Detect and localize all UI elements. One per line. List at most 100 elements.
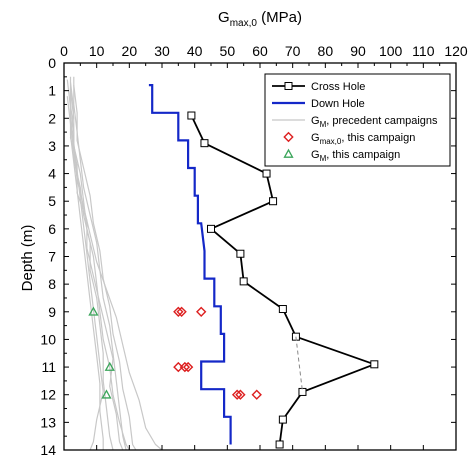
x-tick-label: 70 — [285, 43, 301, 59]
legend-label-main: Down Hole — [311, 98, 365, 110]
axes: 0 10 20 30 40 50 60 70 80 90 100 110 120012345678910… — [40, 43, 467, 458]
cross-hole-segment — [243, 280, 284, 310]
cross-hole-segment — [204, 142, 267, 175]
cross-hole-marker — [278, 305, 287, 314]
legend-label-rest: , this campaign — [341, 132, 415, 144]
y-tick-label: 13 — [40, 414, 56, 430]
precedent-campaign-line — [69, 87, 104, 451]
svg-text:Gmax,0 (MPa): Gmax,0 (MPa) — [218, 9, 302, 29]
x-axis-title: Gmax,0 (MPa) — [218, 9, 302, 29]
legend-label: Down Hole — [311, 98, 365, 110]
precedent-campaign-line — [69, 90, 130, 451]
gm-this-campaign-point — [104, 361, 115, 371]
x-axis-title-unit: (MPa) — [257, 9, 302, 26]
y-tick-label: 10 — [40, 331, 56, 347]
gmax0-this-campaign-point — [231, 389, 243, 400]
cross-hole-marker — [269, 197, 278, 206]
legend-label-sub: max,0 — [320, 137, 342, 146]
legend-swatch-triangle — [283, 148, 294, 158]
cross-hole-dashed-connector — [295, 336, 303, 392]
cross-hole-segment — [210, 228, 241, 255]
x-tick-label: 20 — [122, 43, 138, 59]
cross-hole-segment — [239, 253, 245, 282]
legend-swatch-square — [284, 82, 293, 90]
cross-hole-segment — [278, 419, 284, 445]
y-tick-label: 14 — [40, 442, 56, 458]
down-hole-line — [148, 83, 232, 445]
cross-hole-marker — [262, 169, 271, 178]
x-axis-title-main: G — [218, 9, 230, 26]
precedent-campaign-line — [69, 82, 124, 451]
legend-label-main: Cross Hole — [311, 81, 365, 93]
legend-label: Cross Hole — [311, 81, 365, 93]
y-tick-label: 1 — [48, 83, 56, 99]
cross-hole-segment — [295, 335, 375, 366]
cross-hole-series — [187, 111, 379, 449]
gmax0-this-campaign-point — [182, 361, 194, 373]
y-tick-label: 8 — [48, 276, 56, 292]
x-tick-label: 100 — [379, 43, 403, 59]
legend-label: GM, this campaign — [311, 149, 400, 163]
x-tick-label: 40 — [187, 43, 203, 59]
legend-label-sub: M — [320, 154, 327, 163]
precedent-campaign-line — [66, 96, 163, 451]
cross-hole-segment — [210, 200, 274, 230]
y-tick-label: 0 — [48, 55, 56, 71]
gm-this-campaign-point — [88, 306, 99, 316]
cross-hole-segment — [190, 115, 206, 144]
x-tick-label: 120 — [444, 43, 468, 59]
legend-label-rest: , this campaign — [326, 149, 400, 161]
cross-hole-marker — [239, 277, 248, 286]
x-tick-label: 0 — [60, 43, 68, 59]
x-axis-title-sub: max,0 — [230, 18, 258, 29]
y-tick-label: 12 — [40, 387, 56, 403]
y-axis-title: Depth (m) — [19, 225, 36, 292]
legend-label-sub: M — [320, 120, 327, 129]
x-tick-label: 50 — [220, 43, 236, 59]
y-tick-label: 9 — [48, 304, 56, 320]
x-tick-label: 60 — [252, 43, 268, 59]
cross-hole-marker — [207, 224, 215, 233]
y-tick-label: 5 — [48, 193, 56, 209]
y-tick-label: 7 — [48, 249, 56, 265]
gmax0-this-campaign-point — [179, 361, 191, 373]
legend-label: Gmax,0, this campaign — [311, 132, 415, 146]
cross-hole-marker — [370, 360, 379, 369]
cross-hole-marker — [298, 387, 307, 396]
y-tick-label: 6 — [48, 221, 56, 237]
gmax0-this-campaign-point — [196, 306, 207, 317]
cross-hole-segment — [282, 391, 304, 421]
x-tick-label: 110 — [412, 43, 435, 59]
x-tick-label: 30 — [154, 43, 170, 59]
x-tick-label: 90 — [350, 43, 366, 59]
gmax0-this-campaign-point — [176, 306, 187, 317]
gm-this-campaign-point — [101, 389, 112, 399]
precedent-campaign-line — [66, 79, 104, 450]
gmax0-this-campaign-point — [251, 389, 262, 400]
down-hole-series — [148, 83, 232, 445]
cross-hole-segment — [282, 308, 297, 338]
legend-label-main: G — [311, 132, 320, 144]
legend-label-main: G — [311, 115, 320, 127]
y-tick-label: 11 — [41, 359, 56, 375]
y-tick-label: 3 — [48, 138, 56, 154]
x-tick-label: 10 — [89, 43, 105, 59]
cross-hole-marker — [278, 415, 287, 424]
gmax0-this-campaign-point — [235, 389, 246, 400]
cross-hole-segment — [265, 173, 274, 202]
cross-hole-segment — [302, 363, 375, 393]
cross-hole-marker — [200, 139, 209, 148]
legend-label: GM, precedent campaigns — [311, 115, 438, 129]
y-tick-label: 4 — [48, 166, 56, 182]
scatter-points — [88, 306, 262, 400]
precedent-campaign-lines — [66, 76, 163, 451]
x-tick-label: 80 — [318, 43, 334, 59]
legend-label-rest: , precedent campaigns — [326, 115, 438, 127]
cross-hole-marker — [236, 249, 245, 258]
y-tick-label: 2 — [48, 110, 56, 126]
gmax0-this-campaign-point — [173, 306, 184, 317]
cross-hole-marker — [187, 111, 196, 120]
cross-hole-marker — [275, 440, 284, 449]
